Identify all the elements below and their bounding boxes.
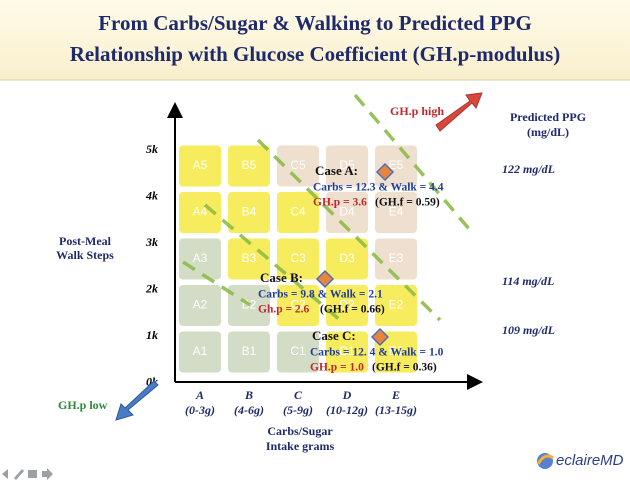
logo: eclaireMD (556, 452, 624, 469)
grid-cell (179, 145, 221, 187)
case-icon (370, 327, 390, 347)
x-category: B (244, 388, 253, 402)
grid-cell (375, 331, 417, 373)
grid-cell (326, 145, 368, 187)
grid-cell (277, 331, 319, 373)
case-ghp: GH.p = 3.6 (313, 197, 367, 209)
x-category: A (195, 388, 204, 402)
grid-cell (179, 285, 221, 326)
cell-label: A5 (193, 158, 208, 172)
case-carbs-walk: Carbs = 9.8 & Walk = 2.1 (258, 289, 383, 301)
x-category: C (294, 388, 303, 402)
grid-cell (375, 238, 417, 280)
case-ghp: Gh.p = 2.6 (258, 304, 310, 316)
x-range: (10-12g) (326, 403, 368, 417)
cell-label: D2 (339, 298, 355, 312)
x-axis-label: Carbs/Sugar (267, 424, 333, 438)
grid-cell (179, 238, 221, 280)
case-title: Case B: (260, 270, 303, 285)
cell-label: B1 (242, 344, 257, 358)
case-icon (315, 269, 335, 289)
ppg-value: 109 mg/dL (502, 323, 555, 337)
title: From Carbs/Sugar & Walking to Predicted … (98, 11, 532, 35)
x-axis-label: Intake grams (266, 439, 335, 453)
x-category: D (342, 388, 352, 402)
right-axis-label: Predicted PPG (510, 110, 586, 124)
grid-cell (326, 331, 368, 373)
x-range: (5-9g) (283, 403, 313, 417)
case-title: Case A: (315, 163, 358, 178)
grid-cell (375, 285, 417, 326)
ppg-value: 114 mg/dL (502, 274, 554, 288)
case-carbs-walk: Carbs = 12. 4 & Walk = 1.0 (310, 347, 444, 359)
title-bar (0, 0, 630, 80)
case-ghf: (GH.f = 0.36) (372, 362, 437, 374)
cell-label: B3 (242, 251, 257, 265)
ghp-high: GH.p high (390, 104, 444, 118)
cell-label: D3 (339, 251, 355, 265)
grid-cell (326, 192, 368, 233)
y-tick-label: 5k (146, 142, 158, 156)
cell-label: E5 (389, 158, 404, 172)
right-axis-label: (mg/dL) (527, 125, 569, 139)
nav-icons[interactable] (2, 468, 53, 480)
y-tick-label: 1k (146, 328, 158, 342)
case-title: Case C: (312, 328, 356, 343)
cell-label: C2 (290, 298, 306, 312)
cell-label: A4 (193, 205, 208, 219)
grid-cell (228, 331, 270, 373)
x-range: (4-6g) (234, 403, 264, 417)
y-tick-label: 2k (145, 281, 158, 295)
case-carbs-walk: Carbs = 12.3 & Walk = 4.4 (313, 182, 444, 194)
x-range: (0-3g) (185, 403, 215, 417)
ghp-low: GH.p low (58, 398, 108, 412)
grid-cell (375, 192, 417, 233)
grid-cell (228, 238, 270, 280)
grid-cell (228, 145, 270, 187)
title: Relationship with Glucose Coefficient (G… (70, 42, 561, 66)
cell-label: A1 (193, 344, 208, 358)
case-ghp: GH.p = 1.0 (310, 362, 364, 374)
grid-cell (228, 192, 270, 233)
cell-label: E3 (389, 251, 404, 265)
cell-label: C1 (290, 344, 306, 358)
y-tick-label: 4k (145, 188, 158, 202)
case-icon (375, 162, 395, 182)
grid-cell (179, 331, 221, 373)
grid-cell (179, 192, 221, 233)
grid-cell (277, 192, 319, 233)
case-ghf: (GH.f = 0.59) (375, 197, 440, 209)
cell-label: E2 (389, 298, 404, 312)
x-range: (13-15g) (375, 403, 417, 417)
y-axis-label: Walk Steps (56, 248, 114, 262)
grid-cell (277, 145, 319, 187)
cell-label: A3 (193, 251, 208, 265)
arrow-high (435, 92, 483, 132)
cell-label: C3 (290, 251, 306, 265)
cell-label: D1 (339, 344, 355, 358)
cell-label: D4 (339, 205, 355, 219)
cell-label: A2 (193, 298, 208, 312)
y-tick-label: 3k (145, 235, 158, 249)
ppg-value: 122 mg/dL (502, 162, 555, 176)
cell-label: D5 (339, 158, 355, 172)
cell-label: B5 (242, 158, 257, 172)
dashed-lines (182, 93, 472, 322)
cell-label: E4 (389, 205, 404, 219)
arrow-low (115, 380, 159, 421)
y-axis-label: Post-Meal (59, 234, 112, 248)
cell-label: C5 (290, 158, 306, 172)
x-category: E (391, 388, 400, 402)
cell-label: E1 (389, 344, 404, 358)
grid-cell (326, 238, 368, 280)
grid-cell (277, 238, 319, 280)
logo-swoosh (536, 454, 554, 465)
case-ghf: (GH.f = 0.66) (320, 304, 385, 316)
cell-label: C4 (290, 205, 306, 219)
grid-cell (277, 285, 319, 326)
cell-label: B4 (242, 205, 257, 219)
